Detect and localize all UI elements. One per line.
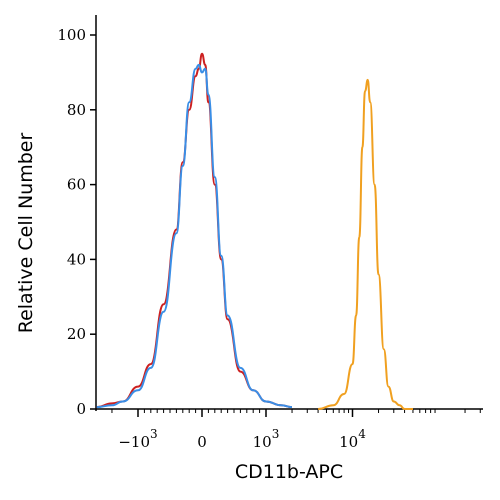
- x-tick-label: 104: [339, 427, 366, 451]
- y-tick-label: 80: [67, 101, 86, 119]
- series-2-line: [318, 78, 413, 410]
- x-tick-label: 0: [197, 433, 207, 451]
- x-tick-label: −103: [118, 427, 157, 451]
- y-tick-label: 20: [67, 325, 86, 343]
- y-tick-label: 100: [57, 26, 86, 44]
- series-1-line: [96, 63, 293, 409]
- x-tick-label: 103: [253, 427, 280, 451]
- y-tick-label: 0: [76, 400, 86, 418]
- series-0-line: [96, 52, 293, 409]
- x-axis-title: CD11b-APC: [235, 461, 343, 483]
- y-axis-title: Relative Cell Number: [15, 133, 37, 334]
- y-tick-label: 60: [67, 176, 86, 194]
- y-tick-label: 40: [67, 250, 86, 268]
